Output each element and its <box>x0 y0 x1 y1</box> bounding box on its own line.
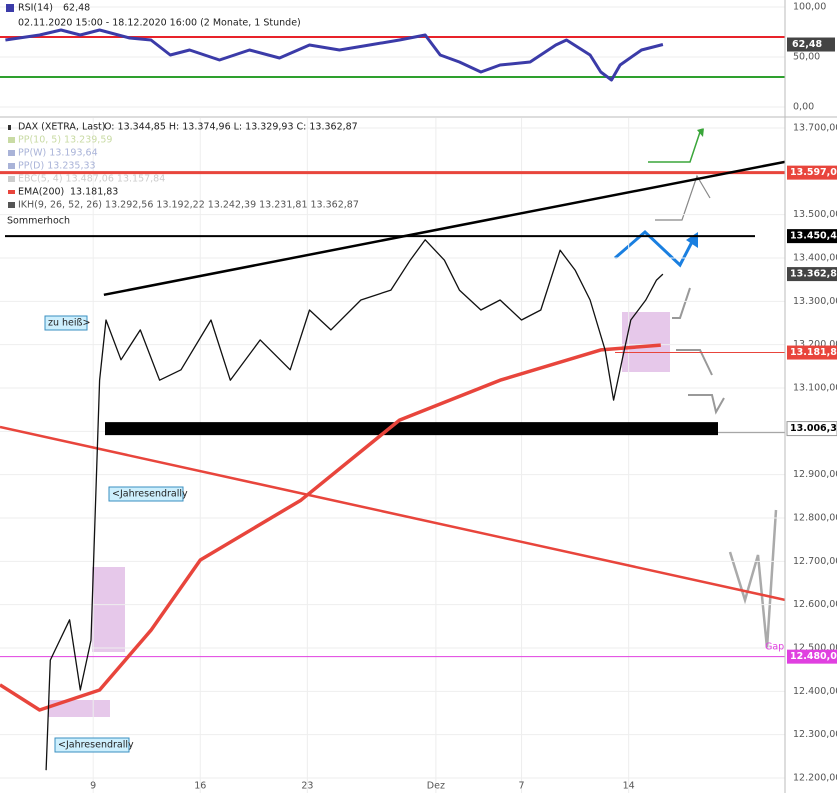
y-tick-label: 13.200,00 <box>793 339 837 350</box>
zone <box>48 700 110 717</box>
legend-swatch <box>8 202 15 208</box>
value-label: 13.181,83 <box>790 347 837 358</box>
series-line <box>0 343 661 712</box>
y-tick-label: 12.500,00 <box>793 643 837 654</box>
value-label-box <box>787 649 837 664</box>
series-line <box>45 239 664 771</box>
period: 02.11.2020 15:00 - 18.12.2020 16:00 (2 M… <box>18 18 301 29</box>
legend-entry: EMA(200) <box>18 187 64 198</box>
legend-value: 62,48 <box>63 3 90 14</box>
annotation-box <box>54 737 130 753</box>
price-panel <box>0 118 785 793</box>
annotation: Gap <box>765 642 784 653</box>
y-tick-label: 12.300,00 <box>793 729 837 740</box>
legend-entry: DAX (XETRA, Last) <box>18 122 105 133</box>
y-tick-label: 13.700,00 <box>793 123 837 134</box>
arrow <box>672 287 691 319</box>
value-label: 13.450,49 <box>790 231 837 242</box>
annotation: <Jahresendrally <box>58 740 134 751</box>
legend-swatch <box>8 137 15 143</box>
y-tick-label: 12.600,00 <box>793 599 837 610</box>
x-tick-label: 23 <box>301 781 313 792</box>
value-label: 13.362,87 <box>790 269 837 280</box>
value-label-box <box>787 267 837 282</box>
annotation: zu heiß> <box>48 318 90 329</box>
trend-line <box>0 425 785 602</box>
x-tick-label: 7 <box>519 781 525 792</box>
y-tick-label: 13.100,00 <box>793 383 837 394</box>
annotation: Sommerhoch <box>7 216 70 227</box>
arrow-head <box>697 128 704 137</box>
legend-value: 13.181,83 <box>70 187 118 198</box>
y-tick-label: 13.400,00 <box>793 253 837 264</box>
value-label: 62,48 <box>792 39 822 50</box>
arrow <box>676 349 713 376</box>
legend-entry: EBC(5, 4) 13.487,06 13.157,84 <box>18 174 165 185</box>
zone <box>622 312 670 372</box>
arrow <box>648 131 701 163</box>
y-tick-label: 13.300,00 <box>793 296 837 307</box>
legend-swatch <box>8 190 15 194</box>
legend-entry: PP(D) 13.235,33 <box>18 161 96 172</box>
x-tick-label: 14 <box>623 781 635 792</box>
series-line <box>5 28 664 82</box>
legend-entry: PP(W) 13.193,64 <box>18 148 98 159</box>
legend-swatch <box>8 163 15 169</box>
rsi-panel <box>0 6 785 108</box>
y-tick-label: 100,00 <box>793 2 826 13</box>
arrow <box>688 394 725 415</box>
value-label-box <box>787 345 837 360</box>
value-label: 13.597,00 <box>790 167 837 178</box>
y-tick-label: 12.700,00 <box>793 556 837 567</box>
value-label: 12.480,02 <box>790 651 837 662</box>
x-tick-label: Dez <box>427 781 445 792</box>
arrow <box>655 174 711 221</box>
legend-swatch <box>6 4 14 12</box>
value-label: 13.006,35 <box>790 423 837 434</box>
annotation-box <box>44 315 88 331</box>
x-tick-label: 16 <box>194 781 206 792</box>
y-tick-label: 12.900,00 <box>793 469 837 480</box>
y-tick-label: 12.400,00 <box>793 686 837 697</box>
y-tick-label: 50,00 <box>793 52 820 63</box>
zone <box>92 567 125 652</box>
legend-entry: RSI(14) <box>18 3 53 14</box>
legend-swatch <box>8 125 11 130</box>
y-tick-label: 13.500,00 <box>793 209 837 220</box>
value-label-box <box>786 421 837 437</box>
legend-entry: PP(10, 5) 13.239,59 <box>18 135 112 146</box>
trend-line <box>103 160 785 297</box>
y-tick-label: 0,00 <box>793 102 814 113</box>
y-tick-label: 12.800,00 <box>793 513 837 524</box>
arrow <box>728 509 778 649</box>
legend-entry: IKH(9, 26, 52, 26) 13.292,56 13.192,22 1… <box>18 200 359 211</box>
arrow <box>614 229 695 268</box>
annotation: <Jahresendrally <box>112 489 188 500</box>
value-label-box <box>787 37 835 52</box>
legend-swatch <box>8 176 15 182</box>
y-tick-label: 12.200,00 <box>793 773 837 784</box>
x-tick-label: 9 <box>90 781 96 792</box>
legend-swatch <box>8 150 15 156</box>
annotation-box <box>108 486 184 502</box>
ohlc: O: 13.344,85 H: 13.374,96 L: 13.329,93 C… <box>104 122 358 133</box>
value-label-box <box>787 229 837 244</box>
value-label-box <box>787 165 837 180</box>
